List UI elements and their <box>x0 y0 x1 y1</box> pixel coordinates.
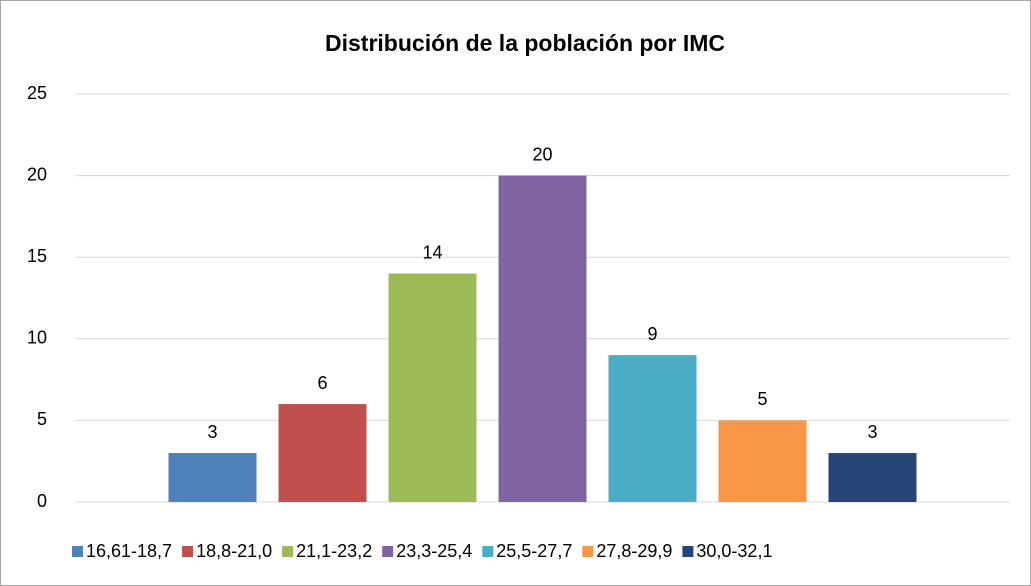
bar <box>278 404 367 502</box>
bar <box>168 453 257 502</box>
legend-swatch <box>72 546 83 557</box>
bar <box>608 355 697 502</box>
bar <box>498 175 587 502</box>
data-label: 3 <box>867 422 877 442</box>
legend-label: 16,61-18,7 <box>86 541 172 561</box>
legend-label: 27,8-29,9 <box>596 541 672 561</box>
bar <box>828 453 917 502</box>
legend-label: 30,0-32,1 <box>696 541 772 561</box>
y-tick-label: 20 <box>27 164 47 184</box>
y-tick-label: 25 <box>27 83 47 103</box>
y-tick-label: 15 <box>27 246 47 266</box>
legend-swatch <box>482 546 494 557</box>
legend-swatch <box>582 546 594 557</box>
bar <box>718 420 807 502</box>
y-tick-label: 5 <box>37 409 47 429</box>
data-label: 6 <box>317 373 327 393</box>
legend-swatch <box>682 546 694 557</box>
y-tick-label: 10 <box>27 328 47 348</box>
chart-title: Distribución de la población por IMC <box>325 30 725 56</box>
bar <box>388 273 477 502</box>
y-tick-label: 0 <box>37 491 47 511</box>
data-label: 9 <box>647 324 657 344</box>
data-label: 3 <box>207 422 217 442</box>
legend-swatch <box>382 546 394 557</box>
data-label: 5 <box>757 389 767 409</box>
legend-label: 25,5-27,7 <box>496 541 572 561</box>
legend-label: 18,8-21,0 <box>196 541 272 561</box>
data-label: 14 <box>422 242 442 262</box>
legend-swatch <box>282 546 294 557</box>
data-label: 20 <box>532 144 552 164</box>
legend-swatch <box>182 546 194 557</box>
legend-label: 21,1-23,2 <box>296 541 372 561</box>
legend-label: 23,3-25,4 <box>396 541 472 561</box>
